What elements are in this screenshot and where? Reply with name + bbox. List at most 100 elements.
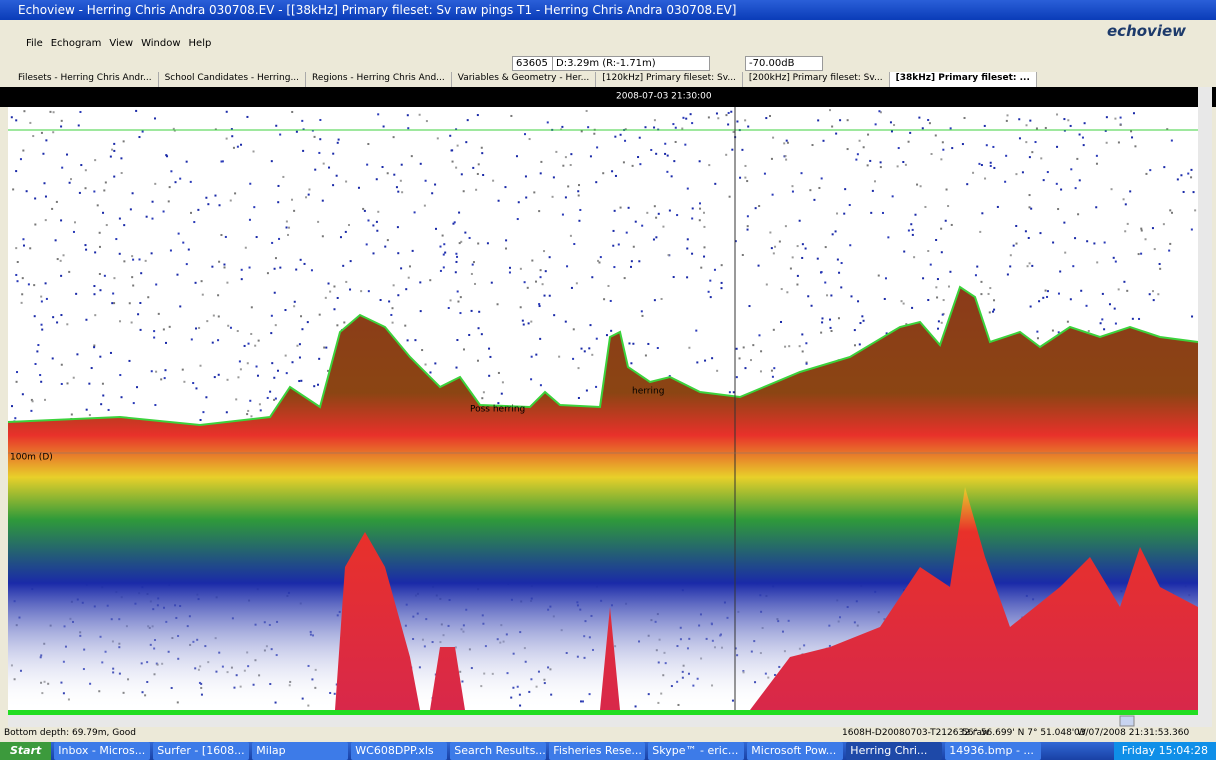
speckle: [241, 269, 243, 271]
speckle: [411, 155, 413, 157]
speckle: [401, 164, 403, 166]
speckle: [139, 302, 141, 304]
speckle: [555, 151, 557, 153]
speckle: [1030, 306, 1032, 308]
menu-item[interactable]: Window: [141, 38, 180, 54]
speckle: [836, 212, 838, 214]
tab[interactable]: [120kHz] Primary fileset: Sv...: [596, 72, 743, 88]
speckle: [275, 324, 277, 326]
tab[interactable]: [200kHz] Primary fileset: Sv...: [743, 72, 890, 88]
speckle: [669, 210, 671, 212]
speckle: [1070, 125, 1072, 127]
speckle: [962, 143, 964, 145]
speckle: [655, 217, 657, 219]
speckle: [586, 390, 588, 392]
speckle: [123, 140, 125, 142]
speckle: [170, 170, 172, 172]
speckle: [93, 293, 95, 295]
speckle: [920, 185, 922, 187]
speckle: [85, 169, 87, 171]
task-button[interactable]: Search Results...: [450, 742, 546, 760]
speckle: [1056, 146, 1058, 148]
task-button[interactable]: Milap: [252, 742, 348, 760]
speckle: [986, 144, 988, 146]
speckle: [104, 275, 106, 277]
speckle: [1194, 209, 1196, 211]
start-button[interactable]: Start: [0, 742, 51, 760]
speckle: [15, 170, 17, 172]
speckle: [914, 214, 916, 216]
speckle: [99, 356, 101, 358]
task-button[interactable]: WC608DPP.xls: [351, 742, 447, 760]
task-button[interactable]: Inbox - Micros...: [54, 742, 150, 760]
speckle: [859, 140, 861, 142]
speckle: [695, 330, 697, 332]
speckle: [838, 272, 840, 274]
speckle: [274, 292, 276, 294]
scroll-thumb[interactable]: [1120, 716, 1134, 726]
speckle: [935, 134, 937, 136]
tab[interactable]: School Candidates - Herring...: [159, 72, 306, 88]
task-button[interactable]: Microsoft Pow...: [747, 742, 843, 760]
tab[interactable]: Variables & Geometry - Her...: [452, 72, 596, 88]
speckle: [102, 212, 104, 214]
speckle: [207, 203, 209, 205]
task-button[interactable]: Skype™ - eric...: [648, 742, 744, 760]
speckle: [302, 150, 304, 152]
speckle: [646, 212, 648, 214]
task-button[interactable]: Herring Chri...: [846, 742, 942, 760]
speckle: [1096, 163, 1098, 165]
h-scrollbar[interactable]: [8, 715, 1198, 727]
speckle: [22, 393, 24, 395]
speckle: [1113, 257, 1115, 259]
task-button[interactable]: Surfer - [1608...: [153, 742, 249, 760]
speckle: [704, 360, 706, 362]
menu-item[interactable]: Echogram: [51, 38, 102, 54]
speckle: [393, 136, 395, 138]
speckle: [1004, 181, 1006, 183]
menu-item[interactable]: Help: [189, 38, 212, 54]
task-button[interactable]: 14936.bmp - ...: [945, 742, 1041, 760]
speckle: [539, 305, 541, 307]
speckle: [401, 191, 403, 193]
speckle: [1138, 318, 1140, 320]
menu-item[interactable]: View: [109, 38, 133, 54]
speckle: [91, 367, 93, 369]
speckle: [565, 156, 567, 158]
speckle: [455, 271, 457, 273]
speckle: [153, 330, 155, 332]
threshold-field[interactable]: -70.00dB: [745, 56, 823, 71]
speckle: [1028, 237, 1030, 239]
task-button[interactable]: Fisheries Rese...: [549, 742, 645, 760]
speckle: [613, 266, 615, 268]
speckle: [333, 308, 335, 310]
tab[interactable]: [38kHz] Primary fileset: ...: [890, 72, 1037, 88]
speckle: [942, 141, 944, 143]
speckle: [1145, 173, 1147, 175]
v-scrollbar[interactable]: [1198, 87, 1212, 727]
speckle: [708, 116, 710, 118]
speckle: [807, 295, 809, 297]
speckle: [41, 329, 43, 331]
speckle: [844, 188, 846, 190]
speckle: [478, 327, 480, 329]
speckle: [1067, 119, 1069, 121]
tab[interactable]: Regions - Herring Chris And...: [306, 72, 452, 88]
speckle: [237, 146, 239, 148]
speckle: [287, 234, 289, 236]
speckle: [938, 320, 940, 322]
speckle: [21, 293, 23, 295]
speckle: [474, 283, 476, 285]
menu-item[interactable]: File: [26, 38, 43, 54]
tab[interactable]: Filesets - Herring Chris Andr...: [12, 72, 159, 88]
speckle: [269, 391, 271, 393]
speckle: [1010, 254, 1012, 256]
speckle: [86, 409, 88, 411]
ping-field[interactable]: 63605: [512, 56, 554, 71]
speckle: [35, 363, 37, 365]
speckle: [61, 167, 63, 169]
speckle: [687, 238, 689, 240]
speckle: [758, 334, 760, 336]
speckle: [45, 196, 47, 198]
depth-field[interactable]: D:3.29m (R:-1.71m): [552, 56, 710, 71]
